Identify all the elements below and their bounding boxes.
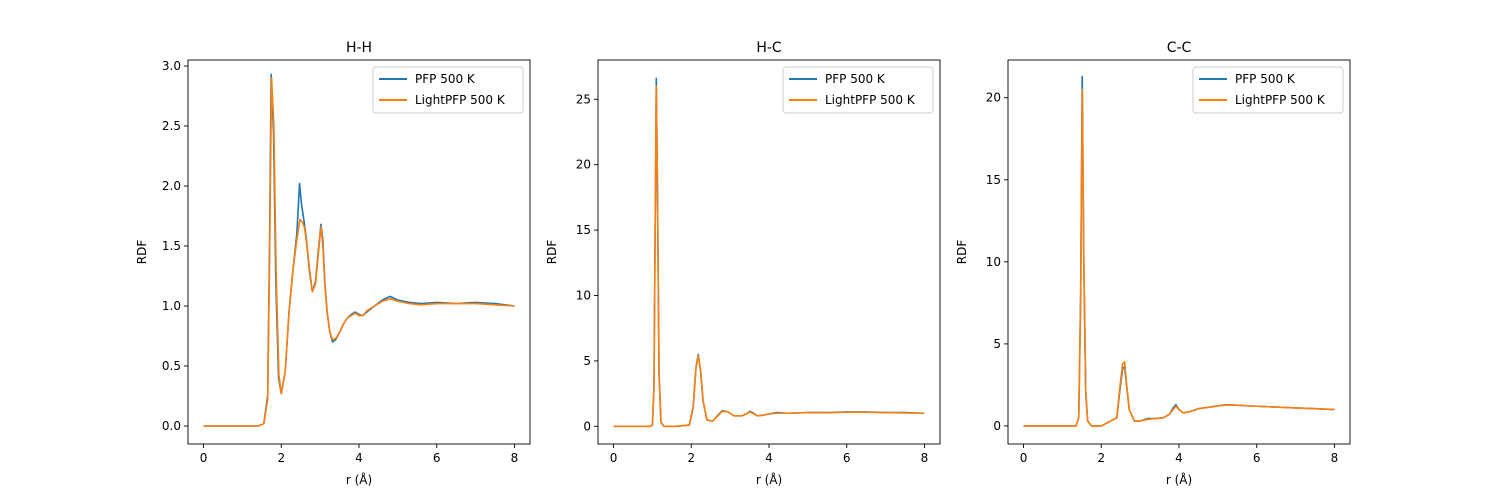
axes-frame: [597, 59, 941, 445]
series-line-lightpfp: [203, 77, 515, 427]
y-axis-label: RDF: [135, 240, 149, 265]
legend-box: [372, 66, 524, 114]
legend-label: PFP 500 K: [415, 72, 476, 86]
y-tick-label: 0.0: [162, 419, 181, 433]
x-axis-label: r (Å): [346, 472, 372, 487]
y-tick-label: 0: [583, 419, 591, 433]
x-tick-label: 4: [355, 451, 363, 465]
legend-label: LightPFP 500 K: [1235, 93, 1326, 107]
y-tick-label: 1.0: [162, 299, 181, 313]
y-tick-label: 2.0: [162, 179, 181, 193]
legend: PFP 500 K LightPFP 500 K: [372, 66, 524, 114]
legend: PFP 500 K LightPFP 500 K: [1192, 66, 1344, 114]
series-line-pfp: [1023, 75, 1335, 427]
x-tick-label: 8: [511, 451, 519, 465]
plot-panel-2: H-C 0 2 4 6 8 0 5 10 15 20 25 r (Å) RDF PFP 500 K Light…: [545, 40, 941, 487]
y-tick-label: 0.5: [162, 359, 181, 373]
plot-panel-1: H-H 0 2 4 6 8 0.0 0.5 1.0 1.5 2.0 2.5 3.0 r (Å) RDF PFP…: [135, 40, 531, 487]
series-line-pfp: [613, 77, 925, 428]
series-line-pfp: [203, 73, 515, 427]
x-tick-label: 2: [687, 451, 695, 465]
x-tick-label: 0: [610, 451, 618, 465]
series-line-lightpfp: [1023, 88, 1335, 427]
y-tick-label: 5: [583, 354, 591, 368]
y-tick-label: 20: [986, 91, 1001, 105]
x-tick-label: 2: [1097, 451, 1105, 465]
y-tick-label: 5: [993, 337, 1001, 351]
x-tick-label: 6: [843, 451, 851, 465]
chart-title: H-H: [346, 40, 372, 56]
chart-title: H-C: [756, 40, 782, 56]
y-tick-label: 3.0: [162, 59, 181, 73]
x-tick-label: 4: [765, 451, 773, 465]
legend-label: PFP 500 K: [825, 72, 886, 86]
x-tick-label: 2: [277, 451, 285, 465]
x-tick-label: 8: [921, 451, 929, 465]
chart-title: C-C: [1167, 40, 1192, 56]
y-axis-label: RDF: [955, 240, 969, 265]
x-tick-label: 6: [433, 451, 441, 465]
y-tick-label: 25: [576, 92, 591, 106]
y-tick-label: 20: [576, 158, 591, 172]
legend-label: PFP 500 K: [1235, 72, 1296, 86]
series-line-lightpfp: [613, 85, 925, 428]
y-tick-label: 1.5: [162, 239, 181, 253]
x-tick-label: 6: [1253, 451, 1261, 465]
x-tick-label: 4: [1175, 451, 1183, 465]
y-axis-label: RDF: [545, 240, 559, 265]
y-tick-label: 10: [576, 289, 591, 303]
legend-label: LightPFP 500 K: [415, 93, 506, 107]
axes-frame: [187, 59, 531, 445]
legend-box: [782, 66, 934, 114]
x-axis-label: r (Å): [1166, 472, 1192, 487]
x-tick-label: 8: [1331, 451, 1339, 465]
x-axis-label: r (Å): [756, 472, 782, 487]
legend: PFP 500 K LightPFP 500 K: [782, 66, 934, 114]
axes-frame: [1007, 59, 1351, 445]
legend-label: LightPFP 500 K: [825, 93, 916, 107]
x-tick-label: 0: [1020, 451, 1028, 465]
y-tick-label: 15: [986, 173, 1001, 187]
y-tick-label: 0: [993, 419, 1001, 433]
y-tick-label: 10: [986, 255, 1001, 269]
x-tick-label: 0: [200, 451, 208, 465]
plot-panel-3: C-C 0 2 4 6 8 0 5 10 15 20 r (Å) RDF PFP 500 K LightPF…: [955, 40, 1351, 487]
y-tick-label: 2.5: [162, 119, 181, 133]
legend-box: [1192, 66, 1344, 114]
y-tick-label: 15: [576, 223, 591, 237]
